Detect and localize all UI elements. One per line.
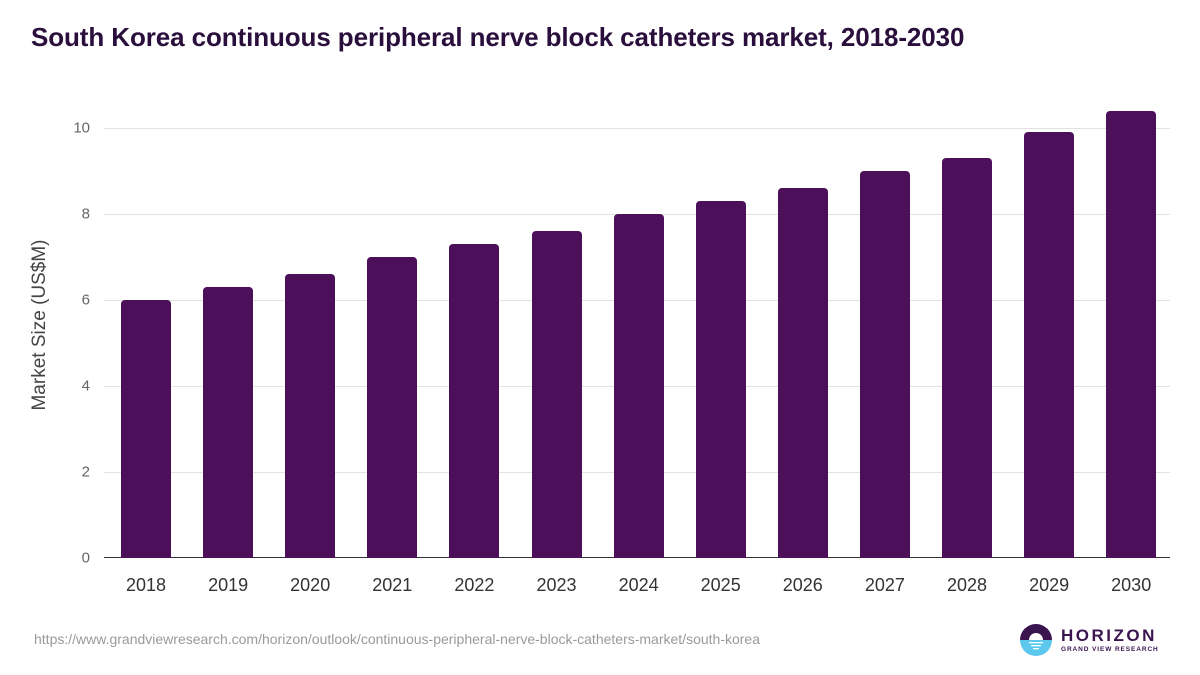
x-tick-label: 2029 (1029, 575, 1070, 595)
gridline (104, 128, 1170, 129)
x-tick-label: 2027 (864, 575, 905, 595)
bar-2023[interactable] (531, 231, 582, 558)
bar-2024[interactable] (613, 214, 664, 558)
bar-2018[interactable] (121, 300, 171, 558)
bar-2030[interactable] (1106, 110, 1157, 558)
x-tick-label: 2024 (618, 575, 659, 595)
bar-2022[interactable] (449, 244, 500, 558)
bar-2026[interactable] (777, 188, 828, 558)
plot-area (104, 85, 1170, 558)
y-tick-label: 6 (81, 291, 90, 309)
bar-2029[interactable] (1024, 132, 1075, 558)
y-tick-label: 4 (81, 377, 90, 395)
x-tick-label: 2030 (1111, 575, 1152, 595)
y-tick-label: 8 (81, 205, 90, 223)
logo-subtitle: GRAND VIEW RESEARCH (1061, 646, 1159, 653)
x-tick-label: 2018 (125, 575, 167, 595)
bar-2019[interactable] (203, 287, 254, 558)
bar-2027[interactable] (859, 171, 910, 558)
x-tick-label: 2023 (536, 575, 577, 595)
x-tick-label: 2020 (290, 575, 331, 595)
x-tick-label: 2021 (372, 575, 413, 595)
y-tick-label: 0 (81, 549, 90, 567)
x-tick-label: 2026 (782, 575, 823, 595)
y-tick-label: 2 (81, 463, 90, 481)
bar-2028[interactable] (942, 158, 992, 558)
bar-2025[interactable] (695, 201, 746, 558)
chart-title: South Korea continuous peripheral nerve … (31, 22, 965, 52)
x-tick-label: 2019 (208, 575, 249, 595)
bar-2021[interactable] (367, 257, 418, 558)
horizon-logo-icon (1020, 624, 1052, 656)
logo-name: HORIZON (1061, 626, 1157, 645)
source-url[interactable]: https://www.grandviewresearch.com/horizo… (34, 631, 761, 647)
x-tick-label: 2025 (700, 575, 741, 595)
x-tick-label: 2028 (946, 575, 988, 595)
x-tick-label: 2022 (454, 575, 495, 595)
bar-2020[interactable] (285, 274, 336, 558)
y-tick-label: 10 (73, 119, 90, 137)
horizon-logo: HORIZON GRAND VIEW RESEARCH (1019, 623, 1159, 657)
y-axis-label: Market Size (US$M) (29, 239, 50, 411)
